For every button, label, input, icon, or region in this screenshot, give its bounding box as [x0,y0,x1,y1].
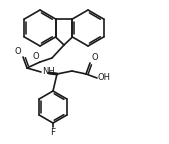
Text: O: O [32,52,39,61]
Text: O: O [14,47,21,56]
Text: NH: NH [42,68,55,76]
Text: F: F [50,128,56,137]
Text: O: O [91,53,98,62]
Text: OH: OH [98,73,111,83]
